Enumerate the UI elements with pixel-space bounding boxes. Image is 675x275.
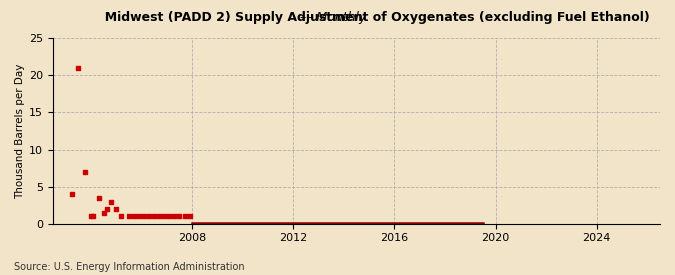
Point (174, 214, 185, 219)
Point (93, 196, 104, 200)
Point (128, 214, 139, 219)
Text: –– Monthly: –– Monthly (300, 11, 375, 24)
Point (73, 66, 84, 70)
Point (86, 214, 97, 219)
Point (111, 207, 122, 211)
Point (138, 214, 149, 219)
Point (164, 214, 175, 219)
Point (79, 170, 90, 174)
Point (154, 214, 165, 219)
Point (124, 214, 134, 219)
Point (184, 214, 195, 219)
Point (88, 214, 99, 219)
Point (159, 214, 169, 219)
Point (98, 210, 109, 215)
Point (102, 207, 113, 211)
Point (134, 214, 144, 219)
Point (169, 214, 180, 219)
Text: Midwest (PADD 2) Supply Adjustment of Oxygenates (excluding Fuel Ethanol): Midwest (PADD 2) Supply Adjustment of Ox… (26, 11, 649, 24)
Text: Source: U.S. Energy Information Administration: Source: U.S. Energy Information Administ… (14, 262, 244, 272)
Point (179, 214, 190, 219)
Point (148, 214, 159, 219)
Y-axis label: Thousand Barrels per Day: Thousand Barrels per Day (15, 63, 25, 199)
Point (106, 199, 117, 204)
Point (144, 214, 155, 219)
Point (116, 214, 127, 219)
Point (67, 192, 78, 196)
